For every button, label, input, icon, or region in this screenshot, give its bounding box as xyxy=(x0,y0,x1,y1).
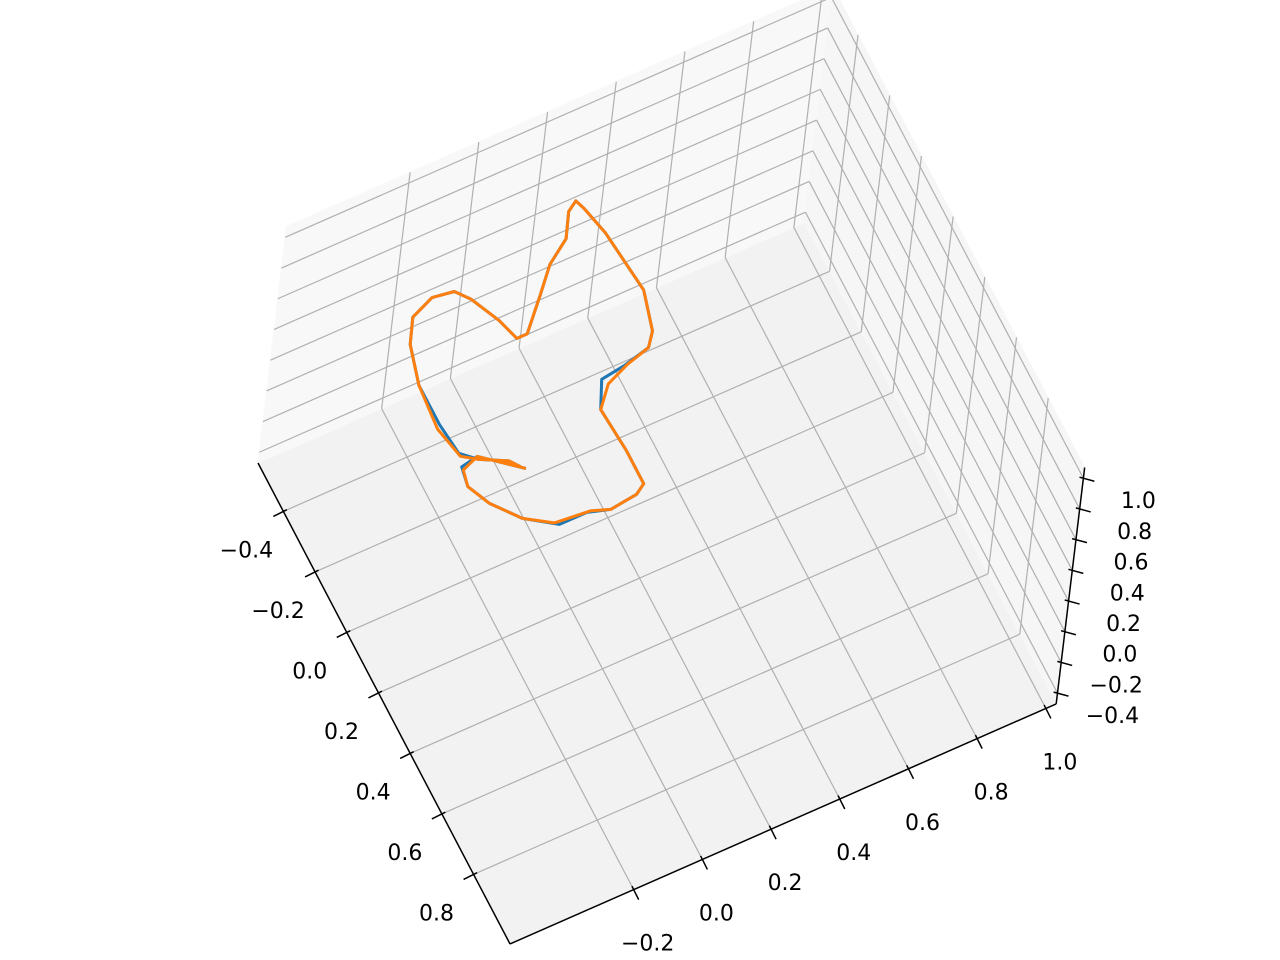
x-tick-label: 0.8 xyxy=(419,901,454,926)
z-tick xyxy=(1068,568,1084,575)
grid-line xyxy=(270,119,817,361)
x-tick xyxy=(304,569,319,578)
y-tick-label: 0.4 xyxy=(836,841,871,866)
grid-line xyxy=(409,512,957,754)
y-tick-label: 0.8 xyxy=(974,781,1009,806)
x-tick-label: 0.0 xyxy=(292,659,327,684)
grid-line xyxy=(259,211,806,453)
z-tick xyxy=(1053,691,1069,697)
x-tick-label: 0.2 xyxy=(324,720,359,745)
y-tick-label: 0.0 xyxy=(699,901,734,926)
grid-line xyxy=(381,172,411,409)
data-line xyxy=(408,199,654,525)
z-tick xyxy=(1057,660,1073,667)
y-tick xyxy=(1043,704,1052,719)
grid-line xyxy=(281,27,828,269)
x-tick xyxy=(399,750,414,760)
z-tick xyxy=(1079,476,1095,482)
z-tick xyxy=(1064,599,1080,605)
grid-line xyxy=(381,408,635,890)
grid-line xyxy=(812,150,1066,633)
grid-line xyxy=(924,216,954,453)
grid-line xyxy=(987,337,1018,574)
y-tick-label: 0.2 xyxy=(768,871,803,896)
y-tick-label: −0.2 xyxy=(621,932,674,957)
x-tick xyxy=(368,690,383,699)
z-tick xyxy=(1071,537,1088,544)
z-tick-label: 1.0 xyxy=(1121,489,1156,514)
grid-line xyxy=(892,155,923,393)
y-tick xyxy=(906,764,915,780)
grid-line xyxy=(793,0,822,228)
grid-line xyxy=(283,270,830,512)
y-tick xyxy=(837,795,846,810)
grid-line xyxy=(277,58,825,300)
z-tick-label: 0.8 xyxy=(1117,520,1152,545)
grid-line xyxy=(828,34,859,272)
grid-line xyxy=(655,51,686,288)
grid-line xyxy=(819,89,1073,571)
x-tick-label: 0.6 xyxy=(387,841,422,866)
z-tick xyxy=(1060,629,1077,636)
x-tick-label: −0.4 xyxy=(220,538,273,563)
grid-line xyxy=(823,58,1077,540)
x-tick-label: 0.4 xyxy=(356,780,391,805)
grid-line xyxy=(266,150,814,392)
y-tick xyxy=(768,825,777,840)
grid-line xyxy=(808,181,1062,663)
y-tick-label: 1.0 xyxy=(1042,750,1077,775)
y-tick xyxy=(974,734,983,749)
z-axis-line xyxy=(1055,467,1086,704)
grid-line xyxy=(346,391,894,633)
x-tick xyxy=(273,508,288,518)
grid-line xyxy=(587,81,617,319)
y-tick-label: 0.6 xyxy=(905,811,940,836)
back-wall-pane xyxy=(257,0,832,464)
grid-line xyxy=(955,276,986,514)
grid-line xyxy=(378,452,925,694)
grid-line xyxy=(724,21,755,258)
grid-line xyxy=(473,633,1020,875)
z-tick-label: 0.6 xyxy=(1113,551,1148,576)
z-tick-label: 0.4 xyxy=(1110,581,1145,606)
grid-line xyxy=(518,111,549,349)
grid-line xyxy=(827,27,1081,510)
grid-line xyxy=(724,257,978,739)
grid-line xyxy=(262,180,810,423)
z-tick-label: −0.4 xyxy=(1086,704,1139,729)
grid-line xyxy=(832,0,1084,479)
y-tick xyxy=(631,885,640,900)
z-tick xyxy=(1075,507,1091,513)
grid-line xyxy=(655,287,910,770)
z-tick-label: 0.2 xyxy=(1106,612,1141,637)
grid-line xyxy=(860,95,891,332)
y-tick xyxy=(699,855,709,870)
x-tick xyxy=(431,811,446,820)
z-tick-label: −0.2 xyxy=(1089,673,1142,698)
x-tick xyxy=(463,871,478,881)
z-tick-label: 0.0 xyxy=(1102,643,1137,668)
grid-line xyxy=(793,227,1047,709)
grid-line xyxy=(816,119,1070,602)
grid-line xyxy=(441,573,989,815)
grid-line xyxy=(273,88,821,331)
grid-line xyxy=(1019,397,1049,635)
grid-line xyxy=(587,317,841,800)
grid-line xyxy=(804,211,1059,694)
grid-line xyxy=(284,0,827,238)
grid-line xyxy=(449,141,480,379)
x-axis-line xyxy=(257,462,511,945)
x-tick xyxy=(336,629,351,639)
y-axis-line xyxy=(509,703,1057,945)
grid-line xyxy=(314,331,862,573)
x-tick-label: −0.2 xyxy=(251,599,304,624)
grid-line xyxy=(518,347,772,830)
